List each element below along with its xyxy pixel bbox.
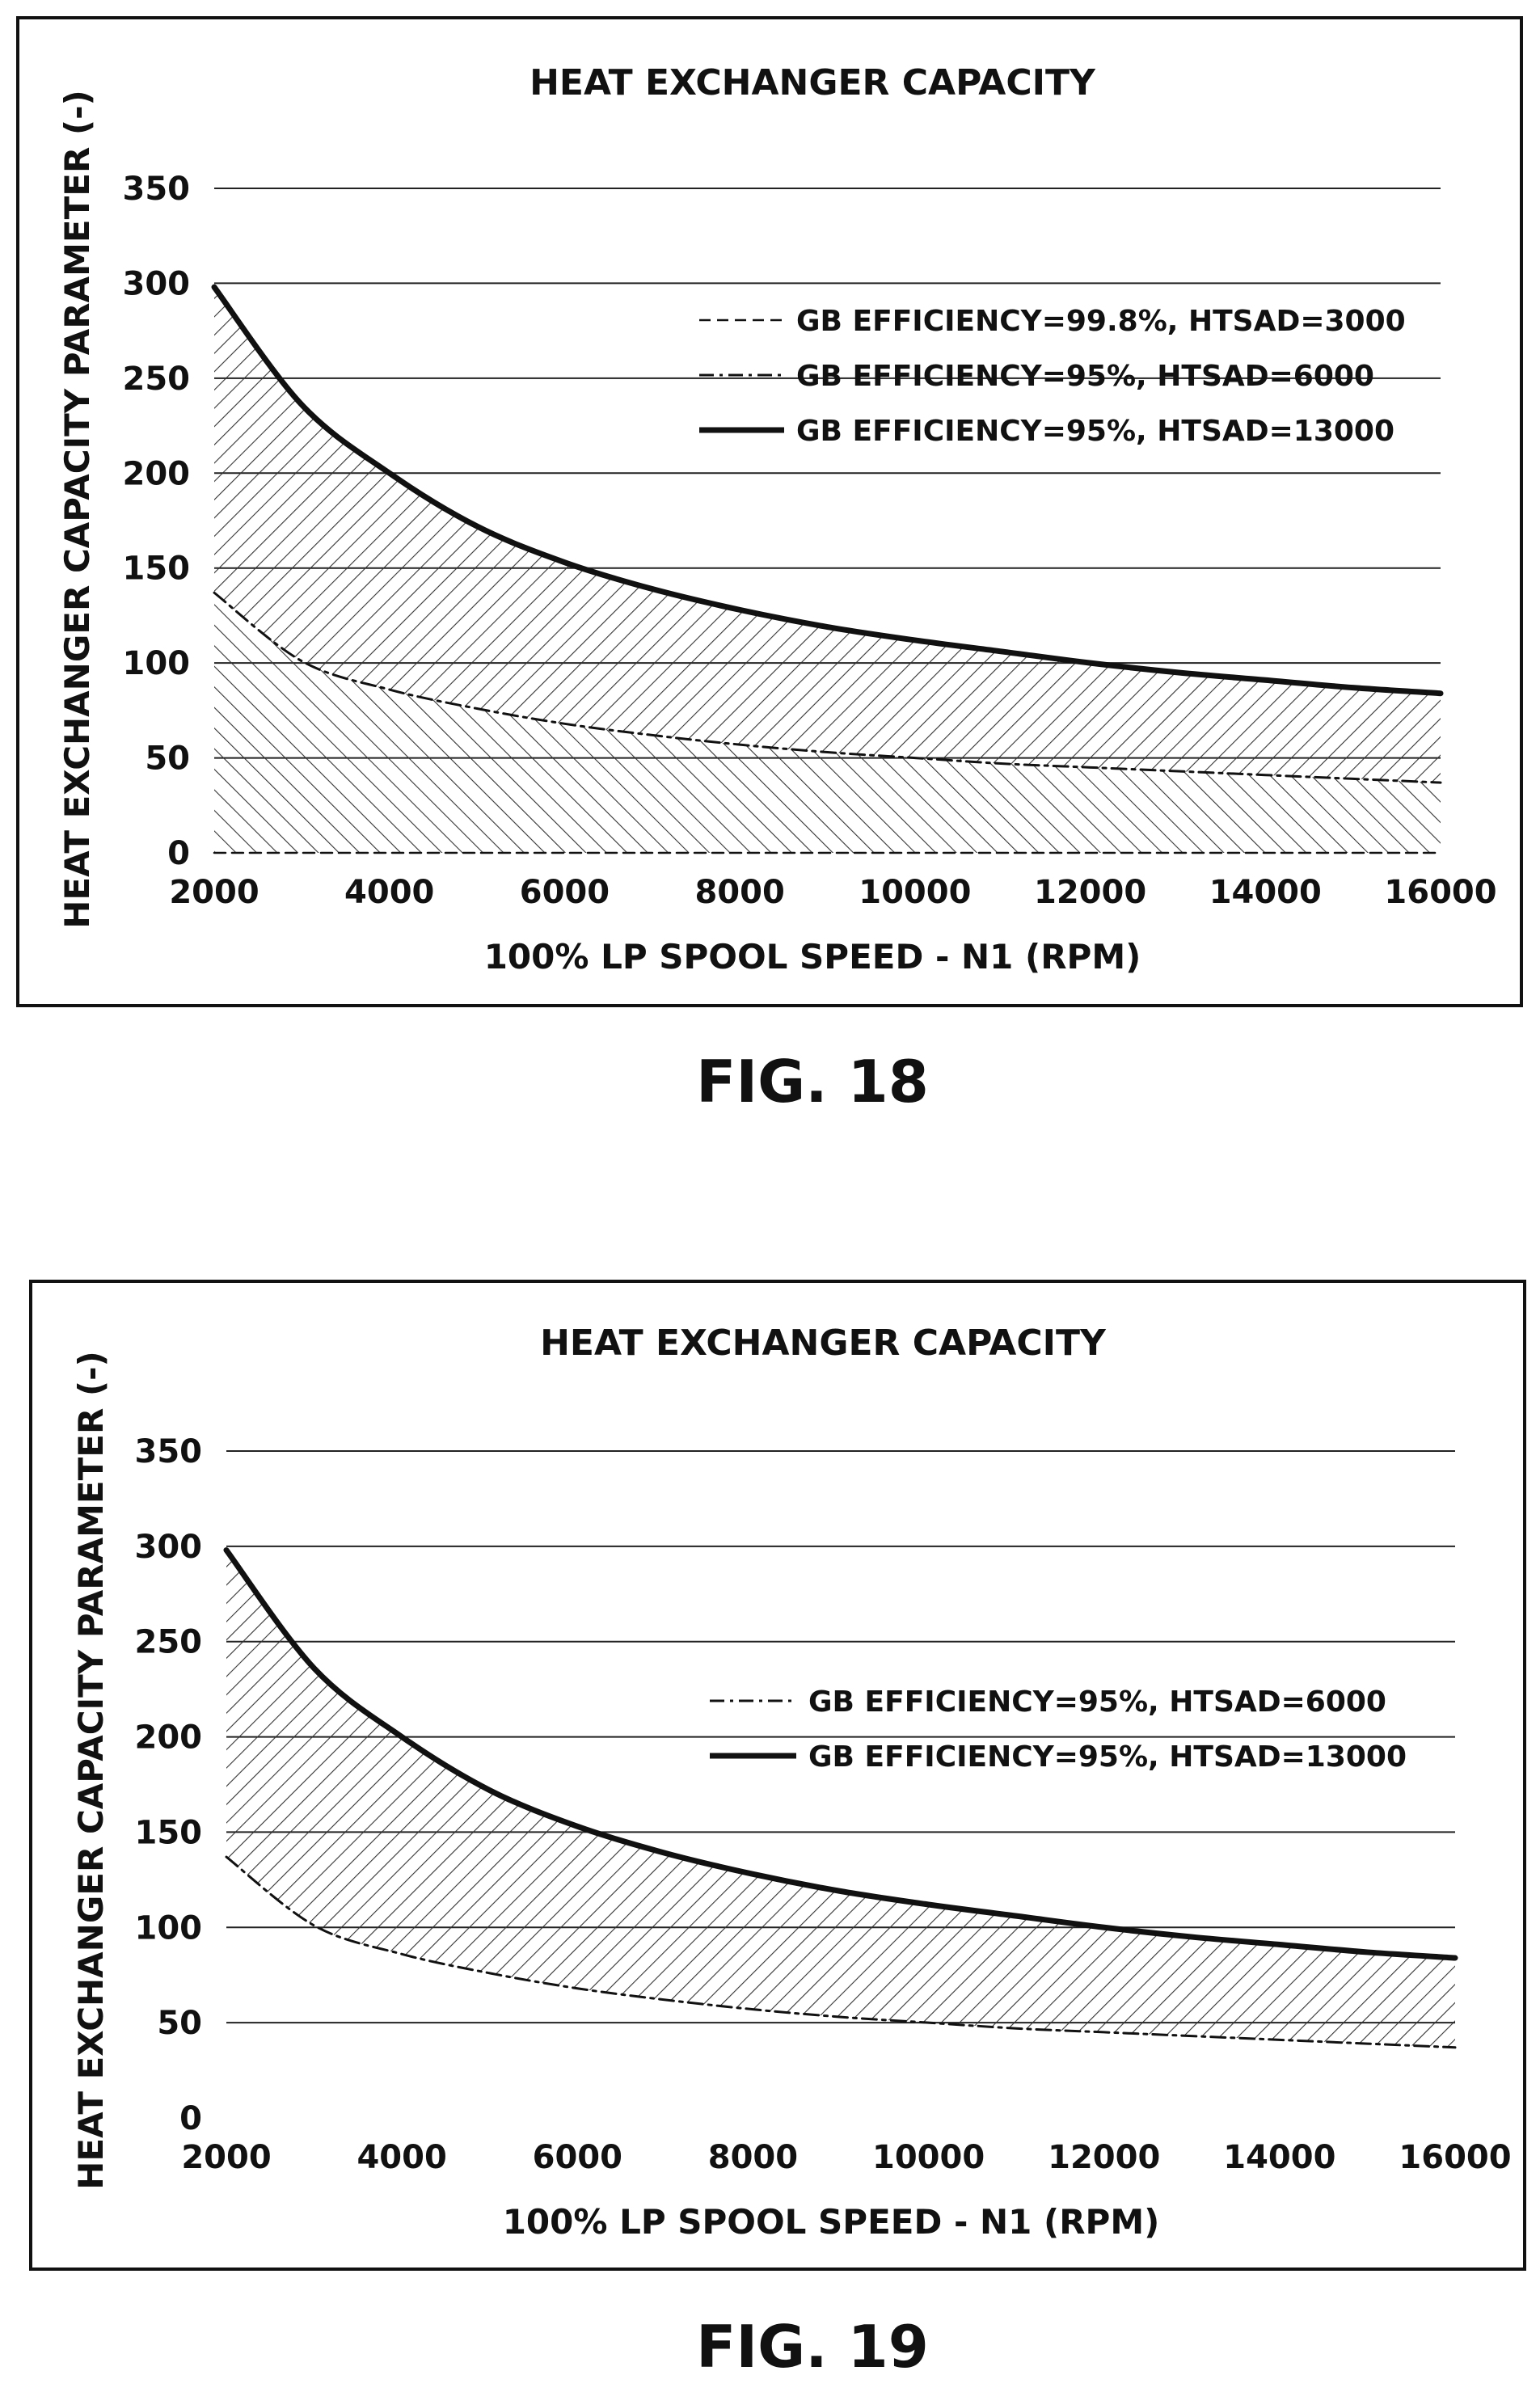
x-tick-label: 8000 (694, 874, 784, 911)
chart-fig-19: HEAT EXCHANGER CAPACITY HEAT EXCHANGER C… (29, 1280, 1526, 2271)
y-tick-label: 0 (167, 835, 190, 872)
figure-label-18: FIG. 18 (696, 1048, 929, 1116)
x-tick-label: 2000 (169, 874, 259, 911)
x-tick-labels: 2000 4000 6000 8000 10000 12000 14000 16000 (181, 2139, 1511, 2176)
series-line-solid (211, 284, 1444, 697)
y-tick-label: 150 (135, 1814, 203, 1851)
region-between-series (226, 1550, 1455, 2048)
legend-entry: GB EFFICIENCY=95%, HTSAD=13000 (808, 1740, 1407, 1774)
y-tick-label: 100 (123, 645, 191, 682)
x-tick-label: 14000 (1209, 874, 1322, 911)
x-tick-label: 4000 (357, 2139, 446, 2176)
y-axis-label: HEAT EXCHANGER CAPACITY PARAMETER (-) (71, 1351, 111, 2189)
x-tick-label: 2000 (181, 2139, 271, 2176)
x-axis-label: 100% LP SPOOL SPEED - N1 (RPM) (503, 2202, 1160, 2242)
legend-entry: GB EFFICIENCY=99.8%, HTSAD=3000 (796, 305, 1406, 338)
y-tick-label: 0 (179, 2100, 202, 2137)
legend-entry: GB EFFICIENCY=95%, HTSAD=6000 (796, 360, 1374, 393)
y-tick-label: 200 (135, 1719, 203, 1757)
y-tick-label: 50 (145, 740, 190, 778)
series-line-dash-dot (213, 591, 1442, 784)
chart-fig-18: HEAT EXCHANGER CAPACITY HEAT EXCHANGER C… (16, 16, 1523, 1007)
y-tick-label: 150 (123, 551, 191, 588)
shaded-regions (214, 287, 1441, 853)
y-tick-label: 250 (123, 361, 191, 398)
x-tick-label: 6000 (533, 2139, 622, 2176)
y-tick-labels: 0 50 100 150 200 250 300 350 (123, 171, 191, 872)
x-tick-label: 12000 (1048, 2139, 1160, 2176)
x-tick-label: 16000 (1384, 874, 1496, 911)
y-tick-label: 100 (135, 1909, 203, 1947)
chart-title: HEAT EXCHANGER CAPACITY (540, 1323, 1107, 1364)
legend-entry: GB EFFICIENCY=95%, HTSAD=13000 (796, 415, 1394, 448)
series-line-solid (223, 1547, 1458, 1961)
y-tick-label: 350 (135, 1433, 203, 1470)
series-lines (223, 1547, 1458, 2049)
legend: GB EFFICIENCY=95%, HTSAD=6000 GB EFFICIEN… (710, 1685, 1407, 1774)
x-tick-label: 8000 (708, 2139, 798, 2176)
y-tick-label: 300 (135, 1529, 203, 1566)
y-tick-labels: 0 50 100 150 200 250 300 350 (135, 1433, 203, 2137)
x-tick-label: 6000 (520, 874, 610, 911)
region-between-series (214, 287, 1441, 783)
x-tick-label: 14000 (1223, 2139, 1335, 2176)
y-tick-label: 200 (123, 455, 191, 492)
shaded-regions (226, 1550, 1455, 2048)
chart-frame (29, 1280, 1526, 2271)
legend: GB EFFICIENCY=99.8%, HTSAD=3000 GB EFFICI… (699, 305, 1406, 448)
x-axis-label: 100% LP SPOOL SPEED - N1 (RPM) (484, 937, 1141, 977)
chart-title: HEAT EXCHANGER CAPACITY (530, 62, 1096, 103)
chart-frame (16, 16, 1523, 1007)
y-tick-label: 350 (123, 171, 191, 208)
figure-label-19: FIG. 19 (696, 2313, 929, 2381)
x-tick-label: 12000 (1034, 874, 1146, 911)
x-tick-labels: 2000 4000 6000 8000 10000 12000 14000 16000 (169, 874, 1496, 911)
x-tick-label: 4000 (344, 874, 434, 911)
y-tick-label: 250 (135, 1624, 203, 1661)
legend-entry: GB EFFICIENCY=95%, HTSAD=6000 (808, 1685, 1386, 1719)
region-below-series (214, 593, 1441, 853)
y-tick-label: 50 (157, 2005, 202, 2042)
series-line-dash-dot (225, 1855, 1457, 2049)
series-lines (211, 284, 1444, 854)
y-axis-label: HEAT EXCHANGER CAPACITY PARAMETER (-) (57, 90, 97, 928)
x-tick-label: 16000 (1399, 2139, 1511, 2176)
y-tick-label: 300 (123, 265, 191, 302)
x-tick-label: 10000 (872, 2139, 985, 2176)
x-tick-label: 10000 (859, 874, 971, 911)
